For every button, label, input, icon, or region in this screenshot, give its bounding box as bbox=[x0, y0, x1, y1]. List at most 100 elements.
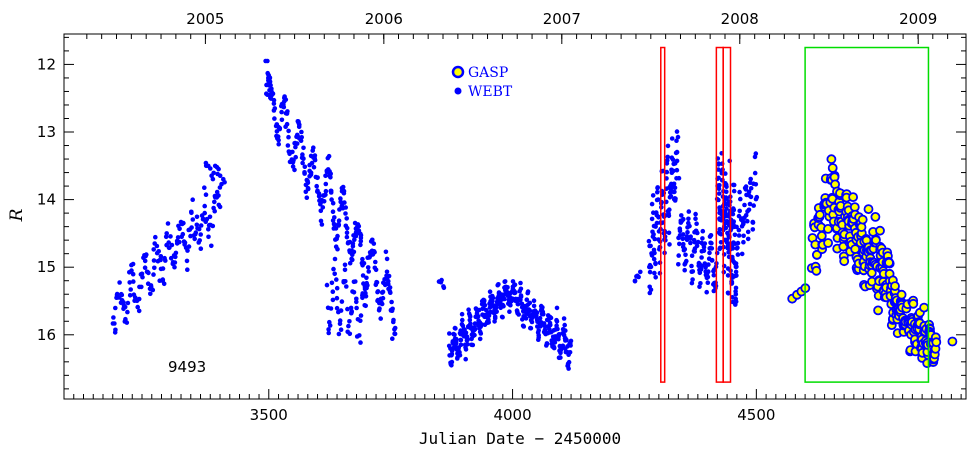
webt-point bbox=[321, 199, 327, 204]
webt-point bbox=[113, 305, 118, 311]
webt-point bbox=[117, 280, 122, 285]
webt-point bbox=[736, 227, 742, 233]
webt-point bbox=[277, 125, 283, 131]
webt-point bbox=[465, 337, 470, 343]
webt-point bbox=[366, 269, 372, 274]
webt-point bbox=[716, 167, 721, 172]
webt-point bbox=[656, 215, 661, 220]
webt-point bbox=[674, 158, 680, 164]
webt-point bbox=[332, 222, 337, 228]
webt-point bbox=[173, 250, 179, 256]
webt-point bbox=[494, 309, 499, 315]
webt-point bbox=[654, 220, 660, 226]
webt-point bbox=[561, 316, 567, 321]
webt-point bbox=[373, 267, 379, 273]
webt-point bbox=[361, 261, 367, 266]
webt-point bbox=[326, 330, 332, 336]
webt-point bbox=[344, 225, 350, 231]
webt-point bbox=[166, 240, 171, 245]
webt-point bbox=[500, 314, 505, 320]
webt-point bbox=[332, 271, 338, 277]
webt-point bbox=[453, 339, 459, 345]
webt-point bbox=[735, 245, 740, 250]
webt-point bbox=[472, 332, 477, 338]
webt-point bbox=[737, 208, 742, 214]
webt-point bbox=[703, 265, 708, 270]
webt-point bbox=[344, 284, 349, 289]
webt-point bbox=[151, 272, 156, 277]
webt-point bbox=[334, 305, 340, 311]
webt-point bbox=[135, 304, 140, 310]
webt-point bbox=[731, 188, 737, 194]
highlight-box bbox=[804, 46, 930, 383]
webt-point bbox=[460, 317, 465, 323]
webt-point bbox=[358, 238, 364, 244]
webt-point bbox=[316, 191, 322, 196]
webt-point bbox=[714, 250, 720, 256]
webt-point bbox=[478, 331, 484, 336]
webt-point bbox=[753, 151, 759, 156]
webt-point bbox=[139, 271, 145, 277]
webt-point bbox=[650, 193, 656, 198]
webt-point bbox=[279, 109, 284, 115]
webt-point bbox=[752, 170, 758, 176]
webt-point bbox=[731, 182, 737, 188]
webt-point bbox=[717, 183, 722, 188]
gasp-point bbox=[816, 230, 827, 241]
webt-point bbox=[384, 269, 390, 275]
webt-point bbox=[212, 199, 217, 205]
webt-point bbox=[387, 285, 393, 290]
webt-point bbox=[142, 265, 148, 271]
webt-point bbox=[725, 290, 731, 296]
webt-point bbox=[377, 306, 382, 311]
webt-point bbox=[671, 181, 677, 187]
webt-point bbox=[324, 282, 330, 288]
webt-point bbox=[160, 277, 166, 282]
webt-point bbox=[447, 331, 452, 336]
webt-point bbox=[716, 191, 722, 196]
webt-point bbox=[379, 301, 385, 307]
webt-point bbox=[733, 299, 739, 304]
webt-point bbox=[128, 287, 133, 292]
webt-point bbox=[340, 184, 346, 190]
webt-point bbox=[279, 117, 285, 123]
webt-point bbox=[353, 233, 359, 239]
webt-point bbox=[314, 183, 320, 189]
webt-point bbox=[676, 262, 681, 267]
webt-point bbox=[717, 227, 722, 232]
gasp-point bbox=[815, 209, 825, 220]
webt-point bbox=[652, 250, 657, 256]
webt-point bbox=[458, 337, 463, 343]
webt-point bbox=[269, 92, 274, 97]
webt-point bbox=[742, 202, 747, 208]
webt-point bbox=[294, 141, 300, 146]
webt-point bbox=[739, 251, 745, 257]
webt-point bbox=[362, 284, 368, 290]
webt-point bbox=[458, 342, 464, 348]
webt-point bbox=[275, 134, 281, 139]
gasp-point bbox=[863, 204, 874, 215]
webt-point bbox=[733, 261, 739, 266]
webt-point bbox=[689, 263, 694, 269]
webt-point bbox=[185, 248, 190, 253]
webt-point bbox=[198, 246, 204, 251]
webt-point bbox=[699, 255, 704, 260]
webt-point bbox=[286, 134, 291, 140]
webt-point bbox=[664, 161, 670, 166]
webt-point bbox=[206, 227, 211, 232]
webt-point bbox=[566, 359, 572, 365]
webt-point bbox=[690, 269, 696, 274]
webt-point bbox=[160, 266, 166, 271]
y-axis-title: R bbox=[7, 208, 27, 222]
webt-point bbox=[343, 279, 348, 284]
x-tick-label: 4500 bbox=[737, 406, 775, 424]
webt-point bbox=[370, 237, 375, 243]
x-tick-label: 3500 bbox=[250, 406, 288, 424]
webt-point bbox=[332, 215, 337, 220]
webt-point bbox=[161, 281, 167, 287]
webt-point bbox=[204, 216, 210, 222]
webt-point bbox=[705, 280, 711, 286]
webt-point bbox=[168, 234, 173, 239]
legend-webt-label: WEBT bbox=[468, 84, 513, 100]
